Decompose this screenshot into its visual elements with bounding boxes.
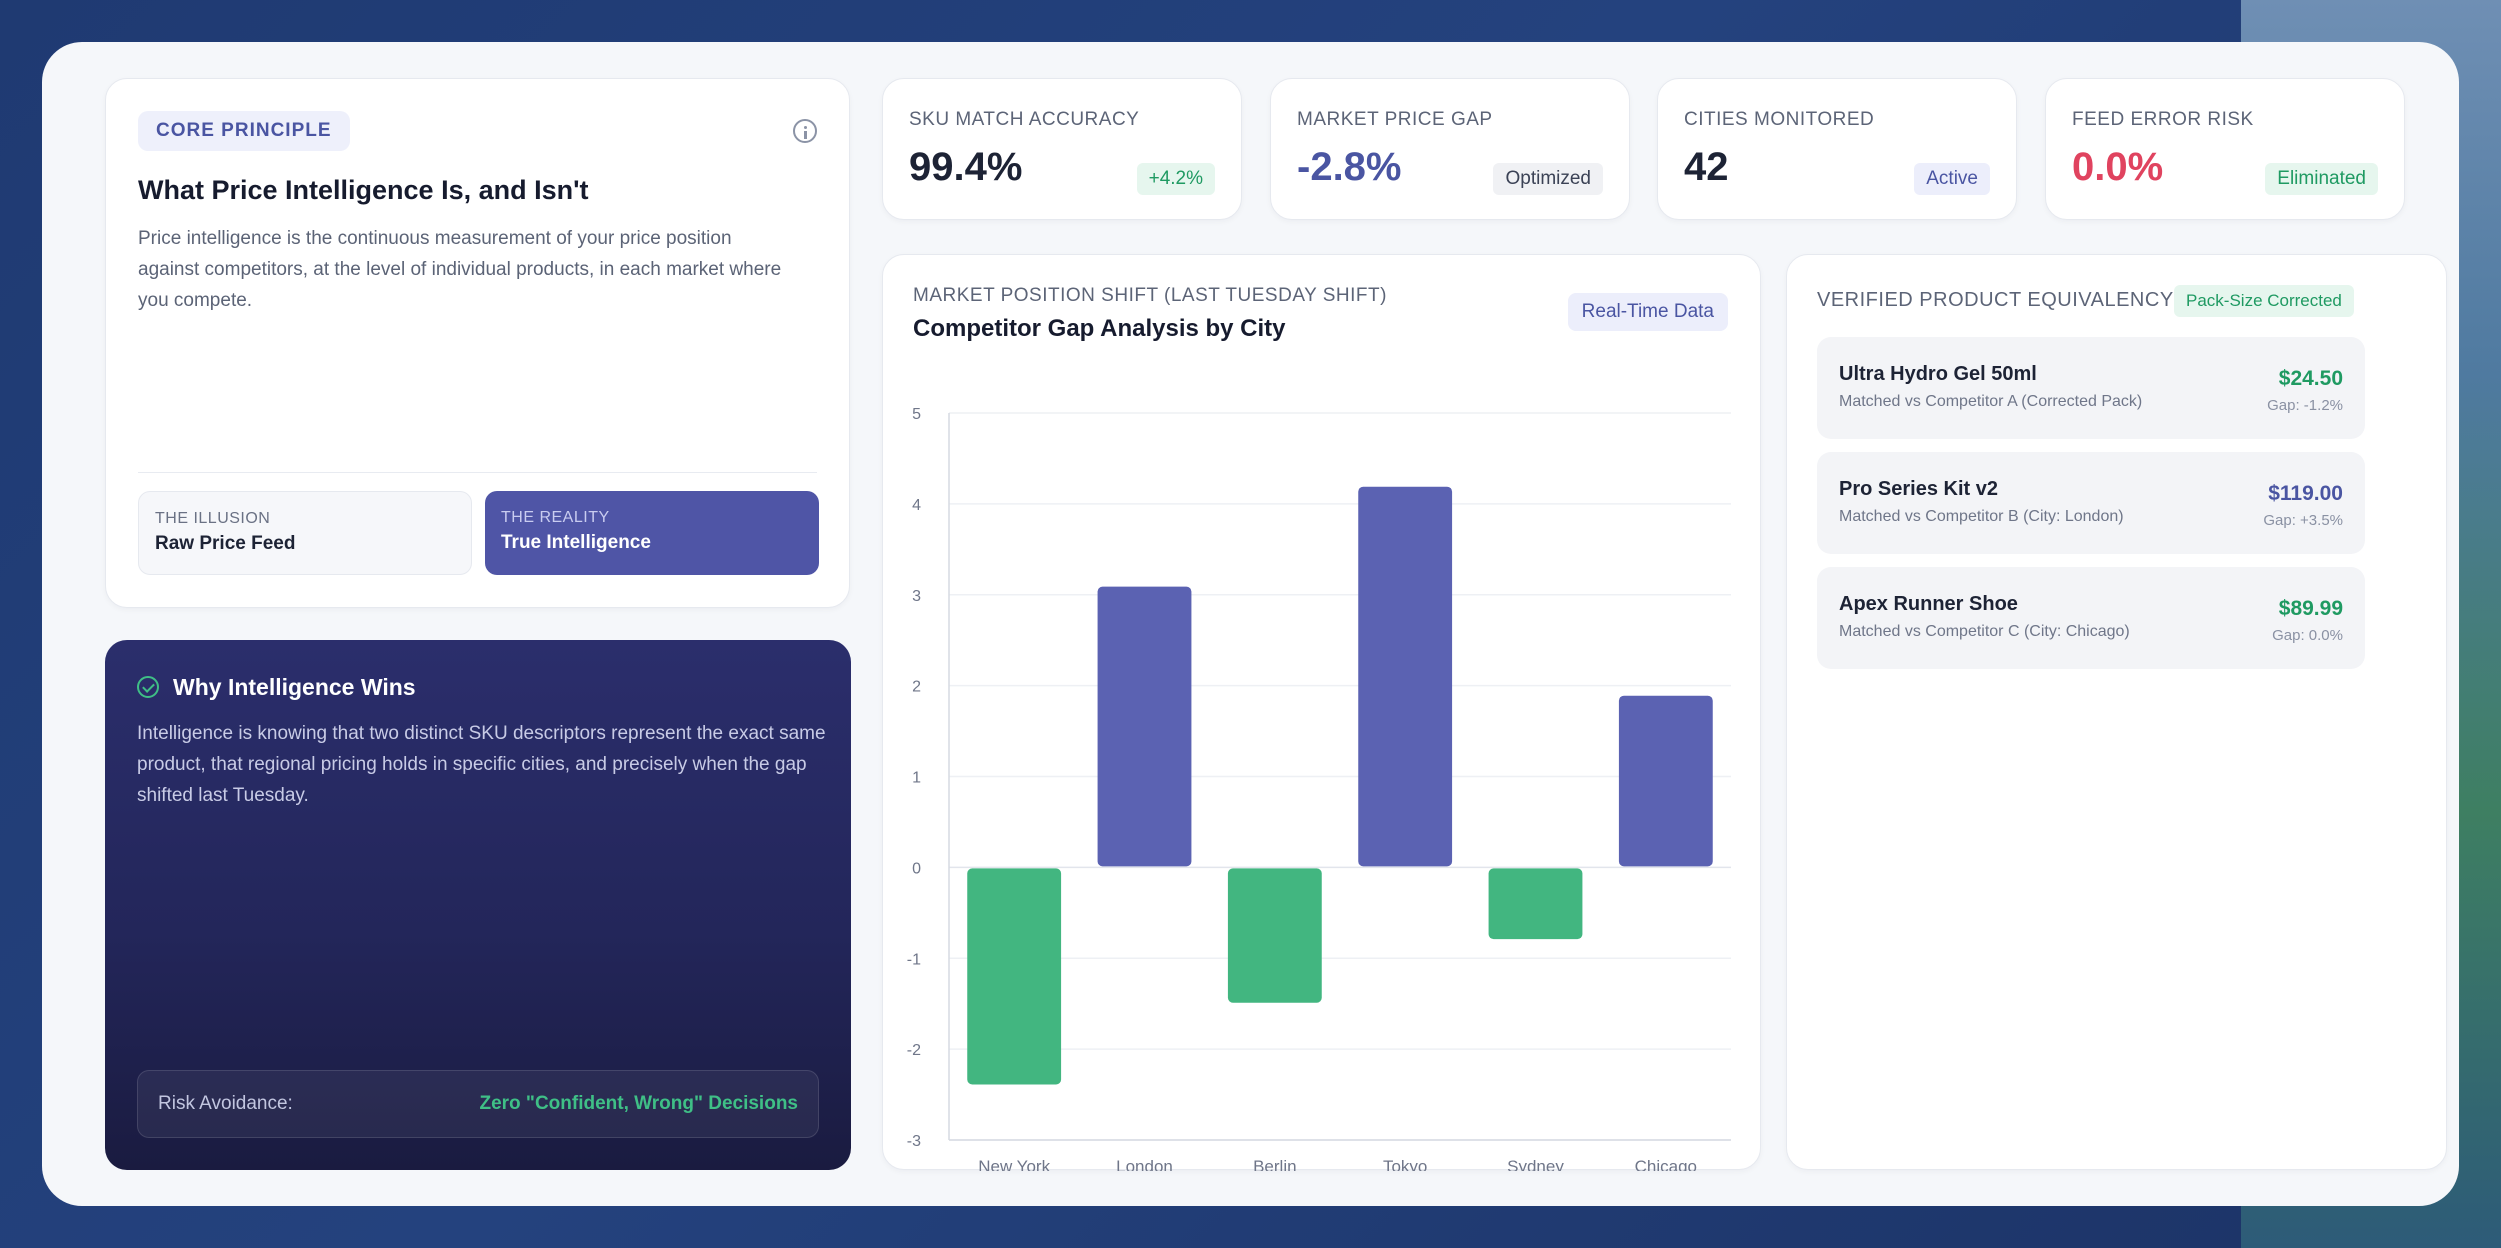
why-description: Intelligence is knowing that two distinc… (137, 723, 826, 806)
bar (1097, 586, 1192, 867)
product-price: $89.99 (2278, 597, 2343, 620)
illusion-toggle[interactable]: THE ILLUSION Raw Price Feed (138, 491, 472, 575)
metric-value: 0.0% (2072, 145, 2164, 189)
metric-label: CITIES MONITORED (1684, 109, 1875, 130)
metric-label: MARKET PRICE GAP (1297, 109, 1493, 130)
metric-label: SKU MATCH ACCURACY (909, 109, 1140, 130)
product-name: Ultra Hydro Gel 50ml (1839, 363, 2037, 385)
divider (138, 472, 817, 473)
y-tick-label: 4 (912, 497, 921, 514)
metric-market-price-gap: MARKET PRICE GAP -2.8% Optimized (1270, 78, 1630, 220)
y-tick-label: 0 (912, 860, 921, 877)
chart-kicker: MARKET POSITION SHIFT (LAST TUESDAY SHIF… (913, 285, 1387, 306)
metric-badge: Eliminated (2265, 163, 2378, 195)
metric-feed-error-risk: FEED ERROR RISK 0.0% Eliminated (2045, 78, 2405, 220)
core-principle-label: CORE PRINCIPLE (138, 111, 350, 151)
product-name: Pro Series Kit v2 (1839, 478, 1998, 500)
bar (1358, 486, 1453, 867)
reality-toggle[interactable]: THE REALITY True Intelligence (485, 491, 819, 575)
product-price: $119.00 (2268, 482, 2343, 505)
reality-value: True Intelligence (501, 532, 651, 553)
why-title: Why Intelligence Wins (173, 674, 416, 700)
equivalency-title: VERIFIED PRODUCT EQUIVALENCY (1817, 289, 2174, 311)
metric-value: 99.4% (909, 145, 1023, 189)
real-time-badge: Real-Time Data (1567, 293, 1728, 331)
info-icon[interactable] (793, 119, 817, 143)
pack-size-badge: Pack-Size Corrected (2174, 285, 2354, 317)
bar (1618, 695, 1713, 867)
reality-label: THE REALITY (501, 509, 610, 526)
competitor-gap-chart-card: 5 4 3 2 1 0 -1 -2 -3 New York London Berlin Tokyo Syd… (882, 254, 1761, 1171)
check-circle-icon (137, 676, 159, 698)
product-match: Matched vs Competitor A (Corrected Pack) (1839, 393, 2143, 410)
illusion-label: THE ILLUSION (155, 510, 271, 527)
metric-label: FEED ERROR RISK (2072, 109, 2254, 130)
y-tick-label: 5 (912, 406, 921, 423)
dashboard-frame: CORE PRINCIPLE What Price Intelligence I… (42, 42, 2459, 1206)
core-principle-card: CORE PRINCIPLE What Price Intelligence I… (105, 78, 850, 608)
product-match: Matched vs Competitor B (City: London) (1839, 508, 2124, 525)
x-tick-label: New York (978, 1157, 1050, 1171)
product-gap: Gap: +3.5% (2263, 512, 2343, 529)
y-tick-label: 2 (912, 679, 921, 696)
x-tick-label: Tokyo (1383, 1157, 1427, 1171)
y-tick-label: 3 (912, 588, 921, 605)
bar (1227, 868, 1322, 1003)
chart-title: Competitor Gap Analysis by City (913, 315, 1286, 342)
x-tick-label: Berlin (1253, 1157, 1296, 1171)
product-gap: Gap: 0.0% (2272, 627, 2343, 644)
risk-avoidance-bar: Risk Avoidance: Zero "Confident, Wrong" … (137, 1070, 819, 1138)
x-tick-label: Sydney (1507, 1157, 1564, 1171)
y-tick-label: -2 (907, 1042, 921, 1059)
y-tick-label: 1 (912, 770, 921, 787)
product-equivalency-card: VERIFIED PRODUCT EQUIVALENCY Pack-Size C… (1786, 254, 2447, 1170)
x-tick-label: London (1116, 1157, 1173, 1171)
product-gap: Gap: -1.2% (2267, 397, 2343, 414)
y-tick-label: -3 (907, 1133, 921, 1150)
metric-value: -2.8% (1297, 145, 1402, 189)
metric-value: 42 (1684, 145, 1729, 189)
risk-label: Risk Avoidance: (158, 1093, 293, 1114)
why-intelligence-card: Why Intelligence Wins Intelligence is kn… (105, 640, 851, 1170)
product-price: $24.50 (2278, 367, 2343, 390)
metric-cities-monitored: CITIES MONITORED 42 Active (1657, 78, 2017, 220)
metric-badge: Active (1914, 163, 1990, 195)
metric-sku-match-accuracy: SKU MATCH ACCURACY 99.4% +4.2% (882, 78, 1242, 220)
metric-badge: +4.2% (1136, 163, 1215, 195)
bar (1488, 868, 1583, 940)
bar (967, 868, 1062, 1085)
product-name: Apex Runner Shoe (1839, 593, 2018, 615)
y-tick-label: -1 (907, 951, 921, 968)
product-row[interactable]: Apex Runner Shoe Matched vs Competitor C… (1817, 567, 2365, 669)
core-title: What Price Intelligence Is, and Isn't (138, 175, 589, 205)
product-row[interactable]: Pro Series Kit v2 Matched vs Competitor … (1817, 452, 2365, 554)
gap-bar-chart: 5 4 3 2 1 0 -1 -2 -3 New York London Berlin Tokyo Syd… (907, 406, 1731, 1171)
product-row[interactable]: Ultra Hydro Gel 50ml Matched vs Competit… (1817, 337, 2365, 439)
illusion-value: Raw Price Feed (155, 533, 296, 554)
x-tick-label: Chicago (1635, 1157, 1697, 1171)
product-match: Matched vs Competitor C (City: Chicago) (1839, 623, 2130, 640)
metric-badge: Optimized (1493, 163, 1603, 195)
risk-value: Zero "Confident, Wrong" Decisions (479, 1093, 798, 1114)
core-description: Price intelligence is the continuous mea… (138, 228, 782, 311)
